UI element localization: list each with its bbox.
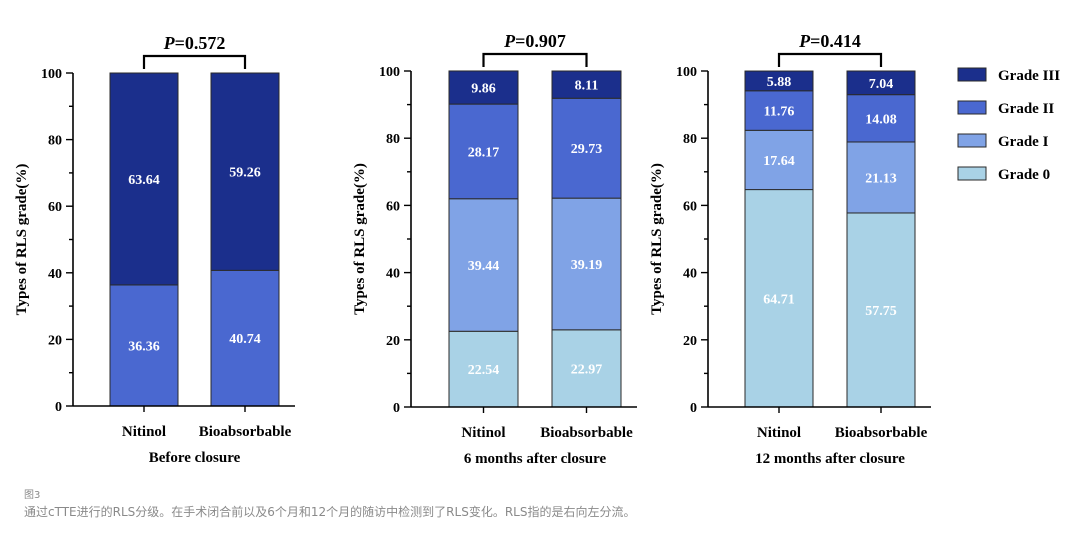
y-tick-label: 20 [48, 333, 62, 348]
y-tick-label: 40 [386, 267, 400, 282]
data-label: 22.97 [571, 362, 603, 377]
figure-caption: 通过cTTE进行的RLS分级。在手术闭合前以及6个月和12个月的随访中检测到了R… [24, 505, 636, 519]
bar-segment-g2 [551, 97, 622, 199]
bar-segment-g2 [846, 94, 916, 143]
legend-swatch-g2 [957, 100, 987, 115]
y-tick-label: 60 [48, 200, 62, 215]
category-label: Nitinol [122, 424, 166, 440]
legend-label: Grade II [998, 101, 1054, 117]
data-label: 22.54 [468, 363, 500, 378]
data-label: 29.73 [571, 142, 603, 157]
significance-bracket [142, 54, 247, 69]
legend-label: Grade I [998, 134, 1049, 150]
data-label: 14.08 [865, 112, 897, 127]
p-value: =0.414 [810, 31, 861, 51]
legend-label: Grade 0 [998, 167, 1050, 183]
bar-segment-g0 [846, 212, 916, 408]
y-tick-label: 0 [55, 400, 62, 415]
figure-label: 图3 [24, 490, 41, 501]
data-label: 8.11 [575, 79, 599, 94]
significance-bracket [482, 52, 588, 67]
p-symbol: P [163, 33, 176, 53]
bar-segment-g3 [448, 70, 519, 105]
bar-segment-g2 [448, 103, 519, 200]
data-label: 64.71 [763, 292, 795, 307]
category-label: Bioabsorbable [540, 425, 633, 441]
figure-chart: 36.36 63.64 Nitinol 40.74 59.26 Bioabsorbable… [14, 31, 1060, 467]
bar-segment-g3 [210, 72, 280, 271]
data-label: 9.86 [471, 82, 496, 97]
category-label: Bioabsorbable [199, 424, 292, 440]
y-tick-label: 100 [41, 67, 62, 82]
p-symbol: P [503, 31, 516, 51]
category-label: Bioabsorbable [835, 425, 928, 441]
data-label: 7.04 [869, 77, 894, 92]
y-axis-title: Types of RLS grade(%) [649, 163, 665, 315]
bar-segment-g2 [109, 284, 179, 407]
p-value-title: P=0.572 [163, 33, 226, 53]
category-label: Nitinol [461, 425, 505, 441]
chart-panel-2: 22.54 39.44 28.17 9.86 Nitinol 22.97 39.19 29.7… [352, 31, 637, 467]
data-label: 11.76 [764, 105, 795, 120]
p-value-title: P=0.414 [798, 31, 861, 51]
bar-segment-g3 [109, 72, 179, 286]
data-label: 63.64 [128, 173, 160, 188]
y-tick-label: 100 [379, 65, 400, 80]
chart-panel-1: 36.36 63.64 Nitinol 40.74 59.26 Bioabsorbable… [14, 33, 295, 466]
data-label: 36.36 [128, 339, 160, 354]
bar-segment-g1 [448, 198, 519, 332]
y-axis-title: Types of RLS grade(%) [352, 163, 368, 315]
x-axis-title: Before closure [149, 450, 241, 466]
data-label: 59.26 [229, 166, 261, 181]
bar-segment-g3 [551, 70, 622, 99]
bar-segment-g1 [551, 197, 622, 331]
category-label: Nitinol [757, 425, 801, 441]
data-label: 39.19 [571, 258, 603, 273]
data-label: 5.88 [767, 75, 792, 90]
y-tick-label: 60 [386, 199, 400, 214]
y-tick-label: 80 [386, 132, 400, 147]
bar-segment-g0 [744, 189, 814, 408]
bar-segment-g3 [744, 70, 814, 92]
y-axis-title: Types of RLS grade(%) [14, 164, 30, 316]
legend-swatch-g3 [957, 67, 987, 82]
p-value: =0.907 [515, 31, 566, 51]
p-symbol: P [798, 31, 811, 51]
legend: Grade III Grade II Grade I Grade 0 [957, 67, 1060, 183]
data-label: 40.74 [229, 332, 261, 347]
y-tick-label: 0 [690, 401, 697, 416]
bar-segment-g2 [744, 90, 814, 131]
significance-bracket [777, 52, 883, 67]
bar-segment-g3 [846, 70, 916, 96]
chart-panel-3: 64.71 17.64 11.76 5.88 Nitinol 57.75 21.13 14.0… [649, 31, 931, 467]
x-axis-title: 6 months after closure [464, 451, 607, 467]
legend-label: Grade III [998, 68, 1060, 84]
p-value: =0.572 [175, 33, 226, 53]
y-tick-label: 80 [48, 134, 62, 149]
y-tick-label: 40 [48, 267, 62, 282]
y-tick-label: 40 [683, 267, 697, 282]
p-value-title: P=0.907 [503, 31, 566, 51]
data-label: 28.17 [468, 145, 500, 160]
data-label: 17.64 [763, 154, 795, 169]
y-tick-label: 60 [683, 199, 697, 214]
data-label: 39.44 [468, 259, 500, 274]
y-tick-label: 0 [393, 401, 400, 416]
data-label: 57.75 [865, 304, 897, 319]
data-label: 21.13 [865, 171, 897, 186]
y-tick-label: 20 [683, 334, 697, 349]
x-axis-title: 12 months after closure [755, 451, 905, 467]
y-tick-label: 80 [683, 132, 697, 147]
legend-swatch-g1 [957, 133, 987, 148]
y-tick-label: 20 [386, 334, 400, 349]
bar-segment-g0 [551, 329, 622, 408]
legend-swatch-g0 [957, 166, 987, 181]
y-tick-label: 100 [676, 65, 697, 80]
